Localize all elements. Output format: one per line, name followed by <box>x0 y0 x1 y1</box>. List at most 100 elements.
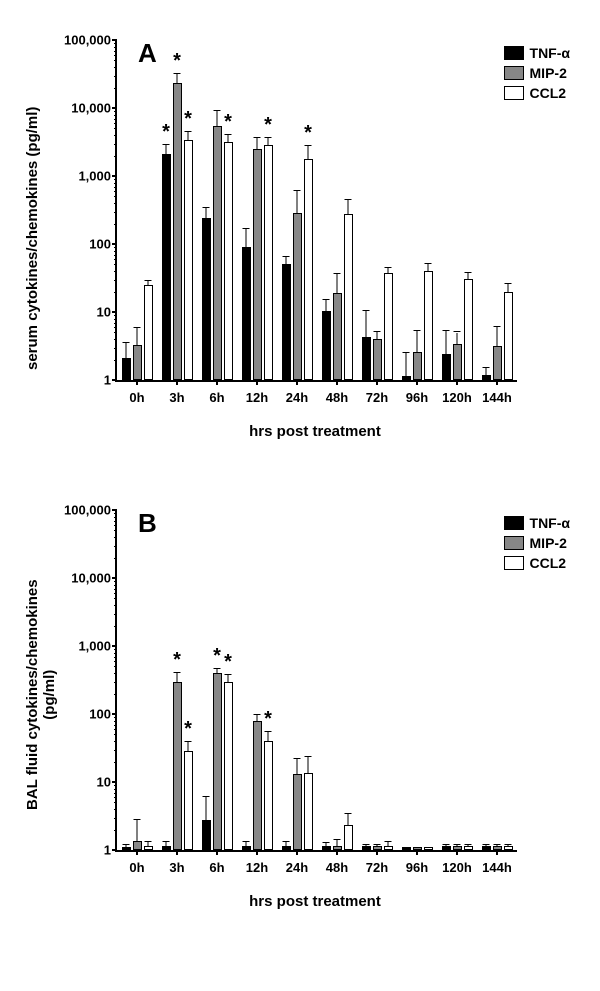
legend-item: MIP-2 <box>504 65 570 81</box>
error-cap <box>214 110 221 111</box>
x-tick-mark <box>136 380 138 385</box>
bar-tnf <box>282 264 291 380</box>
bar-tnf <box>362 337 371 380</box>
y-minor-tick <box>114 657 117 658</box>
bar-ccl <box>184 751 193 850</box>
plot-area: 1101001,00010,000100,0000h3h6h12h24h48h7… <box>115 510 517 852</box>
y-minor-tick <box>114 187 117 188</box>
y-minor-tick <box>114 123 117 124</box>
x-tick-mark <box>336 380 338 385</box>
y-tick-mark <box>112 509 117 511</box>
y-minor-tick <box>114 271 117 272</box>
significance-marker: * <box>173 649 181 672</box>
error-bar <box>257 715 258 721</box>
bar-ccl <box>504 846 513 850</box>
bar-tnf <box>442 354 451 380</box>
bar-mip <box>213 673 222 850</box>
legend-item: CCL2 <box>504 555 570 571</box>
error-cap <box>323 299 330 300</box>
error-bar <box>457 333 458 344</box>
bar-mip <box>373 846 382 850</box>
x-tick-mark <box>256 850 258 855</box>
bar-tnf <box>482 375 491 380</box>
y-minor-tick <box>114 614 117 615</box>
legend-swatch <box>504 556 524 570</box>
y-minor-tick <box>114 51 117 52</box>
bar-mip <box>213 126 222 380</box>
x-tick-mark <box>176 850 178 855</box>
bar-ccl <box>384 846 393 850</box>
y-minor-tick <box>114 521 117 522</box>
y-minor-tick <box>114 729 117 730</box>
error-cap <box>294 190 301 191</box>
error-bar <box>308 146 309 160</box>
error-bar <box>188 742 189 751</box>
error-bar <box>377 845 378 847</box>
error-cap <box>363 844 370 845</box>
significance-marker: * <box>224 651 232 674</box>
bar-tnf <box>402 376 411 380</box>
y-minor-tick <box>114 598 117 599</box>
x-tick-mark <box>456 380 458 385</box>
y-minor-tick <box>114 144 117 145</box>
bar-tnf <box>122 358 131 380</box>
error-bar <box>297 759 298 775</box>
y-minor-tick <box>114 818 117 819</box>
error-cap <box>334 839 341 840</box>
error-bar <box>228 675 229 682</box>
legend-swatch <box>504 66 524 80</box>
error-cap <box>145 841 152 842</box>
error-bar <box>326 843 327 846</box>
y-minor-tick <box>114 119 117 120</box>
plot-area: 1101001,00010,000100,0000h3h6h12h24h48h7… <box>115 40 517 382</box>
y-axis-label-line: BAL fluid cytokines/chemokines <box>24 579 41 810</box>
y-tick-mark <box>112 379 117 381</box>
y-tick-mark <box>112 645 117 647</box>
y-minor-tick <box>114 60 117 61</box>
bar-mip <box>253 149 262 380</box>
y-minor-tick <box>114 626 117 627</box>
error-bar <box>228 135 229 142</box>
error-bar <box>286 842 287 846</box>
error-bar <box>468 273 469 278</box>
bar-ccl <box>264 145 273 380</box>
error-cap <box>505 283 512 284</box>
bar-tnf <box>322 311 331 380</box>
bar-tnf <box>202 218 211 380</box>
y-minor-tick <box>114 255 117 256</box>
y-minor-tick <box>114 666 117 667</box>
bar-mip <box>293 774 302 850</box>
y-minor-tick <box>114 673 117 674</box>
y-minor-tick <box>114 530 117 531</box>
error-bar <box>428 264 429 271</box>
error-cap <box>345 199 352 200</box>
panel-letter: A <box>138 38 157 69</box>
error-cap <box>283 841 290 842</box>
error-bar <box>348 200 349 213</box>
y-tick-mark <box>112 577 117 579</box>
y-minor-tick <box>114 203 117 204</box>
bar-mip <box>493 846 502 850</box>
bar-ccl <box>424 271 433 380</box>
error-cap <box>454 331 461 332</box>
error-cap <box>374 331 381 332</box>
error-cap <box>334 273 341 274</box>
error-cap <box>454 844 461 845</box>
y-minor-tick <box>114 55 117 56</box>
y-tick-mark <box>112 311 117 313</box>
y-minor-tick <box>114 605 117 606</box>
y-minor-tick <box>114 694 117 695</box>
bar-tnf <box>402 847 411 850</box>
panel-letter: B <box>138 508 157 539</box>
bar-ccl <box>144 846 153 850</box>
y-minor-tick <box>114 661 117 662</box>
error-bar <box>406 353 407 376</box>
x-tick-mark <box>136 850 138 855</box>
panel-b: 1101001,00010,000100,0000h3h6h12h24h48h7… <box>20 490 580 930</box>
error-bar <box>206 208 207 218</box>
bar-ccl <box>464 846 473 850</box>
error-bar <box>166 145 167 155</box>
panel-a: 1101001,00010,000100,0000h3h6h12h24h48h7… <box>20 20 580 460</box>
legend: TNF-αMIP-2CCL2 <box>504 45 570 105</box>
error-bar <box>497 327 498 346</box>
